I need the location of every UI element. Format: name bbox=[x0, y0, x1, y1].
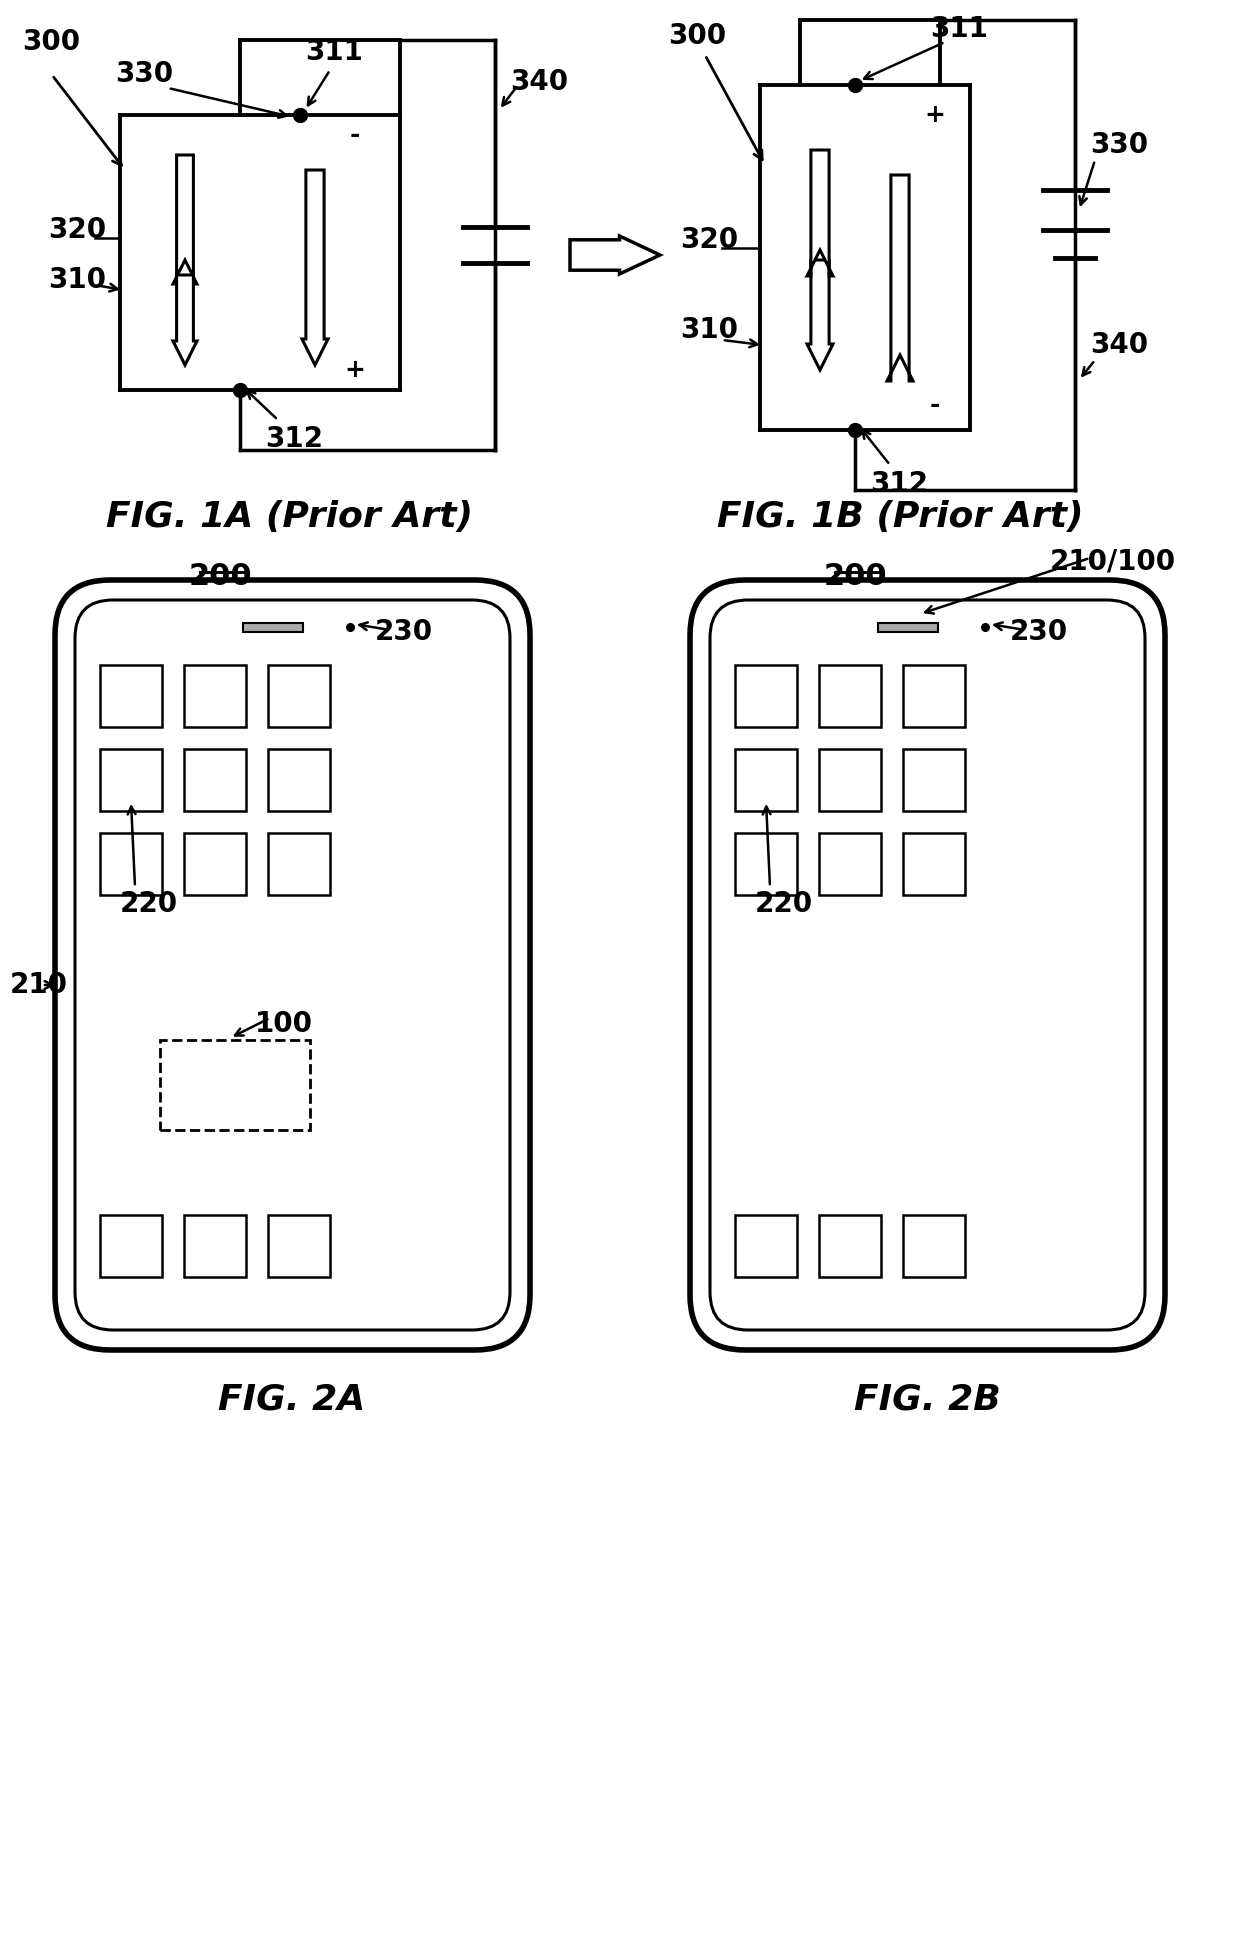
Polygon shape bbox=[807, 149, 833, 276]
Bar bbox=[735, 1215, 797, 1277]
Bar bbox=[735, 666, 797, 728]
Bar bbox=[818, 1215, 880, 1277]
Bar bbox=[818, 833, 880, 895]
Text: 220: 220 bbox=[120, 891, 179, 918]
Polygon shape bbox=[174, 276, 197, 365]
Bar bbox=[100, 833, 162, 895]
Text: 210/100: 210/100 bbox=[1050, 547, 1176, 576]
FancyBboxPatch shape bbox=[689, 580, 1166, 1351]
Text: 340: 340 bbox=[510, 68, 568, 95]
Bar bbox=[268, 749, 330, 811]
Polygon shape bbox=[174, 155, 197, 283]
Bar bbox=[818, 749, 880, 811]
Text: 230: 230 bbox=[374, 617, 433, 646]
Text: FIG. 2A: FIG. 2A bbox=[218, 1382, 366, 1417]
Text: 312: 312 bbox=[870, 470, 928, 499]
Bar bbox=[903, 1215, 965, 1277]
FancyBboxPatch shape bbox=[711, 600, 1145, 1330]
Text: 210: 210 bbox=[10, 970, 68, 1000]
Point bbox=[846, 70, 866, 101]
Bar bbox=[100, 1215, 162, 1277]
Text: FIG. 2B: FIG. 2B bbox=[853, 1382, 1001, 1417]
Text: 340: 340 bbox=[1090, 332, 1148, 359]
Bar bbox=[243, 623, 303, 633]
Bar bbox=[184, 666, 246, 728]
Text: 311: 311 bbox=[305, 39, 363, 66]
Bar bbox=[878, 623, 937, 633]
Bar bbox=[184, 833, 246, 895]
Bar bbox=[903, 666, 965, 728]
Text: 230: 230 bbox=[1011, 617, 1068, 646]
Polygon shape bbox=[570, 237, 660, 274]
Text: FIG. 1A (Prior Art): FIG. 1A (Prior Art) bbox=[107, 501, 474, 534]
Point bbox=[340, 611, 360, 642]
FancyBboxPatch shape bbox=[74, 600, 510, 1330]
Text: 100: 100 bbox=[255, 1009, 312, 1038]
Text: 330: 330 bbox=[1090, 130, 1148, 159]
Text: 300: 300 bbox=[22, 27, 81, 56]
Bar bbox=[184, 1215, 246, 1277]
Bar bbox=[268, 833, 330, 895]
Polygon shape bbox=[807, 260, 833, 371]
Point bbox=[290, 99, 310, 130]
Bar bbox=[735, 833, 797, 895]
Bar bbox=[160, 1040, 310, 1130]
Text: -: - bbox=[930, 392, 940, 417]
Point bbox=[975, 611, 994, 642]
Text: 300: 300 bbox=[668, 21, 727, 50]
Bar bbox=[735, 749, 797, 811]
Bar bbox=[818, 666, 880, 728]
Polygon shape bbox=[887, 175, 913, 380]
Bar bbox=[184, 749, 246, 811]
Bar bbox=[268, 666, 330, 728]
Polygon shape bbox=[303, 171, 329, 365]
Text: FIG. 1B (Prior Art): FIG. 1B (Prior Art) bbox=[717, 501, 1084, 534]
Text: 311: 311 bbox=[930, 16, 988, 43]
Text: 312: 312 bbox=[265, 425, 322, 452]
Text: 200: 200 bbox=[188, 563, 252, 590]
Text: 200: 200 bbox=[823, 563, 887, 590]
Text: 320: 320 bbox=[680, 225, 738, 254]
Text: 310: 310 bbox=[680, 316, 738, 344]
Bar bbox=[100, 666, 162, 728]
Text: +: + bbox=[925, 103, 945, 126]
Text: 320: 320 bbox=[48, 215, 107, 245]
Text: 220: 220 bbox=[755, 891, 813, 918]
Bar bbox=[100, 749, 162, 811]
Text: +: + bbox=[345, 357, 366, 382]
Point bbox=[846, 415, 866, 446]
Text: -: - bbox=[350, 122, 360, 148]
Text: 310: 310 bbox=[48, 266, 105, 293]
Bar bbox=[903, 749, 965, 811]
Point bbox=[231, 375, 250, 406]
Bar bbox=[268, 1215, 330, 1277]
Text: 330: 330 bbox=[115, 60, 174, 87]
FancyBboxPatch shape bbox=[55, 580, 529, 1351]
Bar bbox=[903, 833, 965, 895]
